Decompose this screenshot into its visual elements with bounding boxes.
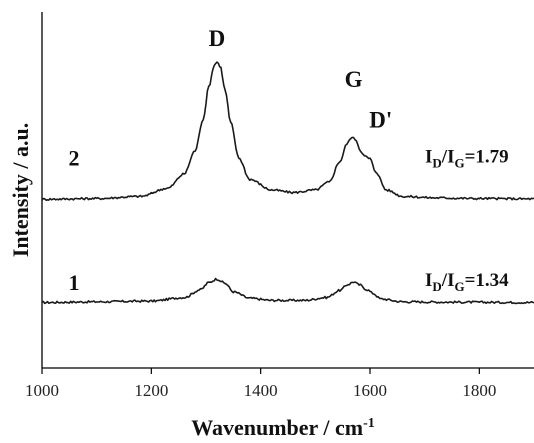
x-axis-title-text: Wavenumber / cm xyxy=(191,415,363,440)
x-tick-label: 1000 xyxy=(25,381,59,400)
spectrum-line-2 xyxy=(41,61,534,201)
spectra xyxy=(41,61,534,305)
ratio-label-1: ID/IG=1.34 xyxy=(425,270,509,294)
spectrum-line-1 xyxy=(41,277,534,305)
x-tick-label: 1400 xyxy=(244,381,278,400)
series-label-2: 2 xyxy=(69,146,80,171)
x-tick-label: 1200 xyxy=(134,381,168,400)
peak-label-Dprime: D' xyxy=(369,108,392,133)
x-tick-label: 1600 xyxy=(353,381,387,400)
axes xyxy=(41,12,534,369)
x-axis-title: Wavenumber / cm-1 xyxy=(191,415,375,440)
x-ticks: 1000 1200 1400 1600 1800 xyxy=(25,368,496,400)
annotations: D GD' 1 ID/IG=1.34 2 ID/IG=1.79 xyxy=(69,26,510,295)
peak-label-D: D xyxy=(209,26,226,51)
x-tick-label: 1800 xyxy=(462,381,496,400)
y-axis-title: Intensity / a.u. xyxy=(8,123,33,257)
series-label-1: 1 xyxy=(69,270,80,295)
peak-label-G: G xyxy=(345,67,363,92)
ratio-label-2: ID/IG=1.79 xyxy=(425,147,509,171)
x-axis-title-superscript: -1 xyxy=(363,416,375,431)
